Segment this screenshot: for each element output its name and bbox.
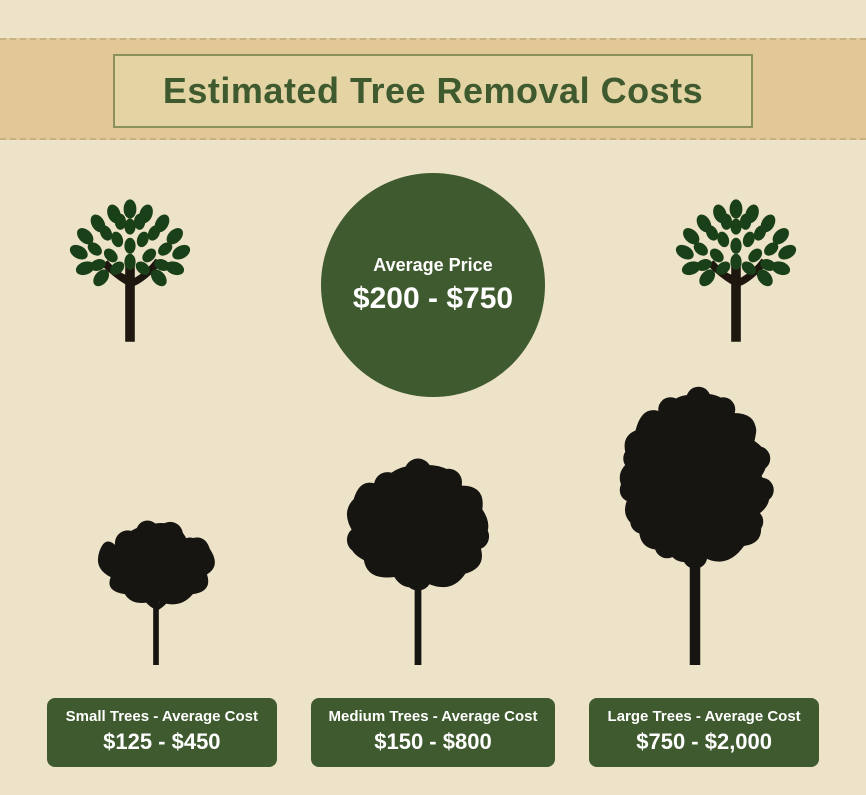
- cost-pill-small: Small Trees - Average Cost $125 - $450: [47, 698, 277, 767]
- main: Average Price $200 - $750: [0, 165, 866, 795]
- average-price-label: Average Price: [373, 255, 492, 276]
- header-band: Estimated Tree Removal Costs: [0, 0, 866, 165]
- tree-silhouette-row: [0, 385, 866, 665]
- cost-pill-label: Small Trees - Average Cost: [65, 708, 259, 725]
- decorative-tree-icon: [50, 185, 210, 345]
- cost-pill-value: $750 - $2,000: [607, 729, 801, 755]
- cost-pill-label: Medium Trees - Average Cost: [329, 708, 538, 725]
- tree-silhouette-small-icon: [81, 495, 231, 665]
- cost-pill-value: $125 - $450: [65, 729, 259, 755]
- cost-pill-row: Small Trees - Average Cost $125 - $450 M…: [0, 698, 866, 767]
- decorative-tree-icon: [656, 185, 816, 345]
- cost-pill-label: Large Trees - Average Cost: [607, 708, 801, 725]
- title-box: Estimated Tree Removal Costs: [113, 54, 753, 128]
- tree-silhouette-large-icon: [605, 385, 785, 665]
- cost-pill-medium: Medium Trees - Average Cost $150 - $800: [311, 698, 556, 767]
- cost-pill-value: $150 - $800: [329, 729, 538, 755]
- average-price-circle: Average Price $200 - $750: [321, 173, 545, 397]
- average-price-value: $200 - $750: [353, 282, 513, 316]
- page-title: Estimated Tree Removal Costs: [163, 70, 703, 112]
- tree-silhouette-medium-icon: [333, 445, 503, 665]
- cost-pill-large: Large Trees - Average Cost $750 - $2,000: [589, 698, 819, 767]
